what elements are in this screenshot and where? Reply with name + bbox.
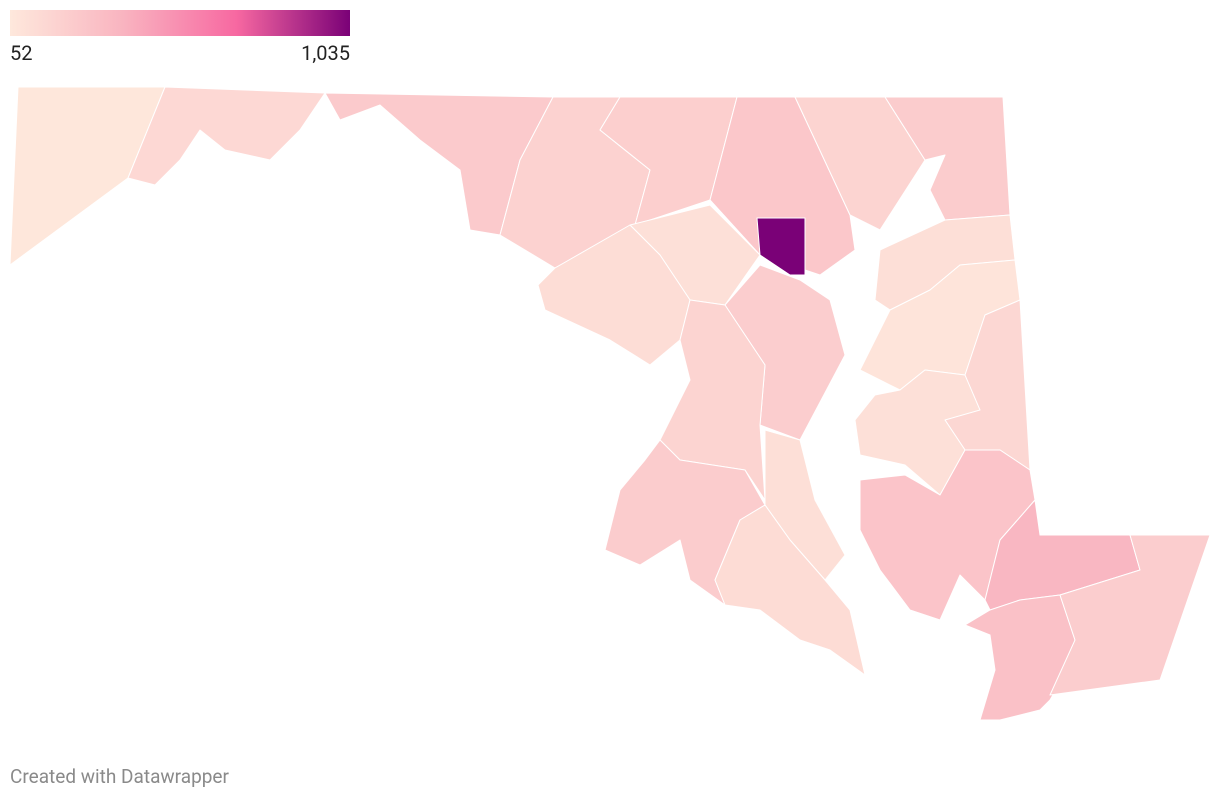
county[interactable] (756, 217, 806, 276)
county[interactable] (884, 96, 1011, 221)
regions (9, 86, 1211, 721)
county[interactable] (714, 504, 866, 676)
footer: Created with Datawrapper (10, 765, 229, 788)
legend-bar (10, 10, 350, 36)
county[interactable] (964, 594, 1076, 721)
county[interactable] (537, 224, 691, 366)
county[interactable] (794, 96, 926, 231)
county[interactable] (604, 439, 766, 606)
legend-max: 1,035 (301, 41, 350, 65)
legend-min: 52 (10, 41, 32, 65)
county[interactable] (1049, 534, 1211, 696)
county[interactable] (127, 86, 326, 186)
